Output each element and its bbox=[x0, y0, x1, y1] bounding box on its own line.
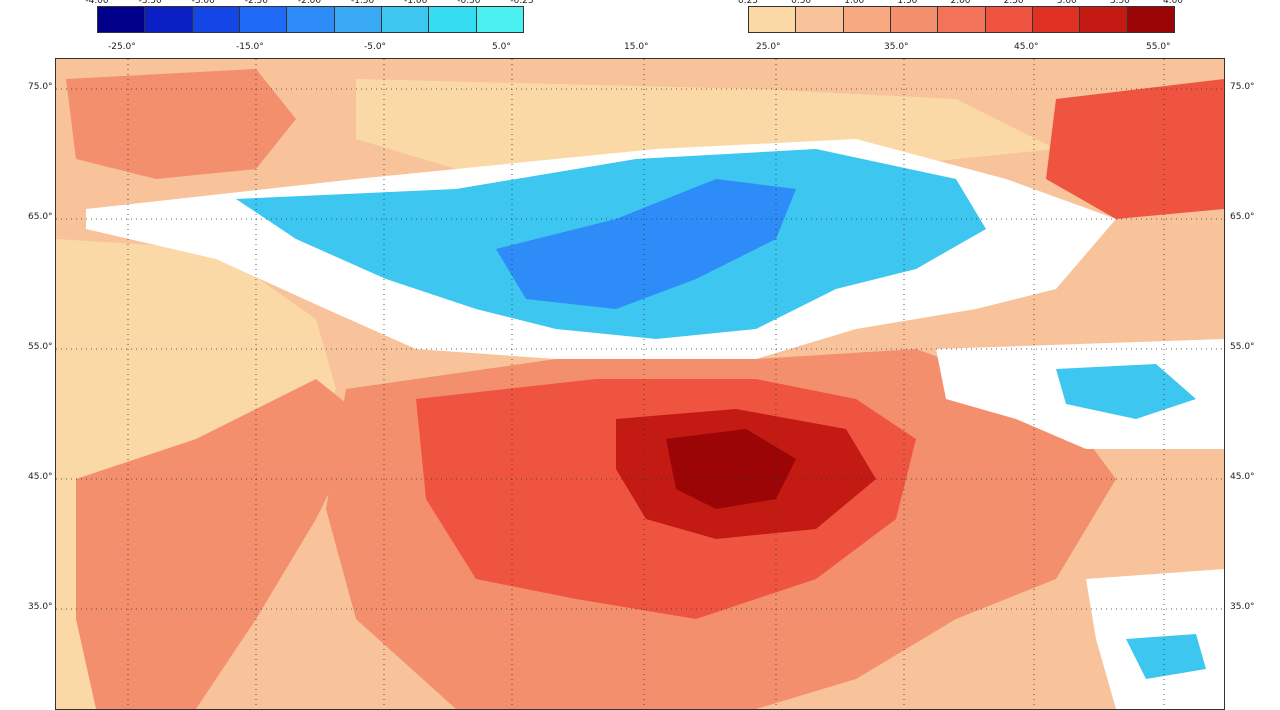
warm-atlantic-tongue bbox=[76, 379, 366, 709]
colorbar-tick-label: 2.50 bbox=[1003, 0, 1024, 6]
longitude-label: -15.0° bbox=[236, 42, 264, 52]
colorbar-swatch bbox=[287, 7, 335, 32]
longitude-label: 15.0° bbox=[624, 42, 649, 52]
colorbar-tick-label: -4.00 bbox=[85, 0, 109, 6]
colorbar-swatch bbox=[145, 7, 193, 32]
colorbar-tick-label: 0.50 bbox=[791, 0, 812, 6]
colorbar-tick-label: 3.50 bbox=[1109, 0, 1130, 6]
colorbar-swatch bbox=[476, 7, 523, 32]
colorbar-swatch bbox=[796, 7, 844, 32]
cooler-scandinavia-core bbox=[496, 179, 796, 309]
colorbar-swatch bbox=[98, 7, 146, 32]
colorbar-tick-label: -2.50 bbox=[244, 0, 269, 6]
colorbar-tick-label: -2.00 bbox=[297, 0, 322, 6]
colorbar-swatch bbox=[938, 7, 986, 32]
colorbar-swatch bbox=[843, 7, 891, 32]
latitude-label-left: 45.0° bbox=[28, 472, 53, 482]
colorbar-swatch bbox=[890, 7, 939, 32]
latitude-label-right: 45.0° bbox=[1230, 472, 1255, 482]
latitude-label-left: 65.0° bbox=[28, 212, 53, 222]
colorbar-tick-label: 2.00 bbox=[950, 0, 971, 6]
colorbar-swatch bbox=[239, 7, 288, 32]
hottest-core bbox=[666, 429, 796, 509]
anomaly-map-svg bbox=[56, 59, 1224, 709]
warm-scandinavia-north bbox=[1046, 79, 1224, 219]
colorbar-swatch bbox=[334, 7, 382, 32]
longitude-label: -5.0° bbox=[364, 42, 387, 52]
latitude-label-right: 75.0° bbox=[1230, 82, 1255, 92]
colorbar-tick-label: 3.00 bbox=[1056, 0, 1077, 6]
longitude-label: 45.0° bbox=[1014, 42, 1039, 52]
colorbar-tick-label: 0.25 bbox=[737, 0, 759, 6]
longitude-label: 35.0° bbox=[884, 42, 909, 52]
colorbar-tick-label: -3.50 bbox=[138, 0, 162, 6]
longitude-label: 55.0° bbox=[1146, 42, 1171, 52]
colorbar-tick-label: 4.00 bbox=[1162, 0, 1184, 6]
cool-southeast-patch bbox=[1126, 634, 1206, 679]
cool-east-patch bbox=[1056, 364, 1196, 419]
colorbar-tick-label: -1.50 bbox=[350, 0, 375, 6]
warm-greenland bbox=[66, 69, 296, 179]
latitude-label-left: 75.0° bbox=[28, 82, 53, 92]
colorbar-tick-label: 1.50 bbox=[897, 0, 918, 6]
colorbar-swatch bbox=[985, 7, 1033, 32]
colorbar-swatch bbox=[1127, 7, 1174, 32]
colorbar-negative bbox=[97, 6, 524, 33]
latitude-label-left: 55.0° bbox=[28, 342, 53, 352]
latitude-label-right: 65.0° bbox=[1230, 212, 1255, 222]
colorbar-tick-label: -0.50 bbox=[457, 0, 481, 6]
colorbar-swatch bbox=[429, 7, 477, 32]
colorbar-swatch bbox=[1080, 7, 1128, 32]
colorbar-swatch bbox=[749, 7, 797, 32]
latitude-label-right: 55.0° bbox=[1230, 342, 1255, 352]
longitude-label: -25.0° bbox=[108, 42, 136, 52]
latitude-label-left: 35.0° bbox=[28, 602, 53, 612]
colorbar-swatch bbox=[192, 7, 240, 32]
colorbar-tick-label: 1.00 bbox=[844, 0, 865, 6]
longitude-label: 25.0° bbox=[756, 42, 781, 52]
colorbar-tick-label: -1.00 bbox=[404, 0, 428, 6]
colorbar-tick-label: -0.25 bbox=[510, 0, 534, 6]
colorbar-swatch bbox=[1032, 7, 1081, 32]
anomaly-map bbox=[55, 58, 1225, 710]
latitude-label-right: 35.0° bbox=[1230, 602, 1255, 612]
colorbar-tick-label: -3.00 bbox=[191, 0, 215, 6]
longitude-label: 5.0° bbox=[492, 42, 511, 52]
colorbar-positive bbox=[748, 6, 1175, 33]
colorbar-swatch bbox=[381, 7, 430, 32]
